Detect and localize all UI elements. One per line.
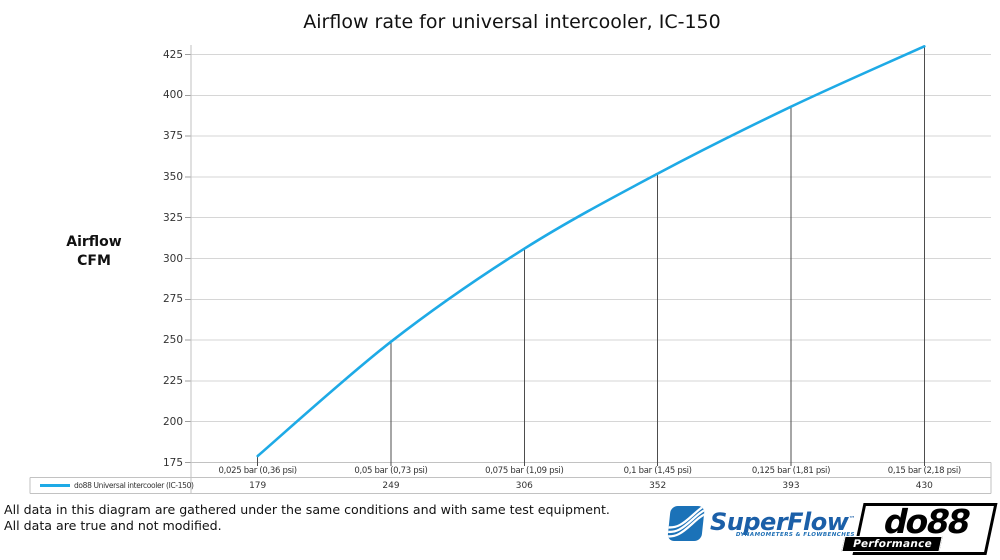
do88-wordmark: do88: [880, 502, 973, 541]
airflow-chart-plot: [29, 45, 992, 494]
series-value-cell: 430: [915, 481, 933, 491]
series-line-swatch: [40, 484, 70, 487]
series-value-cell: 393: [782, 481, 800, 491]
footer-line2: All data are true and not modified.: [4, 517, 222, 533]
y-tick-label: 200: [162, 415, 183, 428]
series-value-cell: 352: [649, 481, 667, 491]
superflow-wordmark-block: SuperFlow™ DYNAMOMETERS & FLOWBENCHES: [710, 506, 855, 538]
y-tick-label: 350: [162, 170, 183, 183]
y-tick-label: 300: [162, 252, 183, 265]
airflow-series-line: [256, 45, 926, 458]
x-category-label: 0,025 bar (0,36 psi): [218, 465, 298, 476]
x-category-label: 0,075 bar (1,09 psi): [485, 465, 564, 476]
series-value-cell: 306: [515, 481, 533, 491]
y-tick-label: 400: [162, 89, 183, 102]
legend-series-label: do88 Universal intercooler (IC-150): [74, 481, 194, 490]
y-tick-label: 325: [162, 211, 183, 224]
footer-disclaimer: All data in this diagram are gathered un…: [4, 502, 610, 533]
x-category-label: 0,05 bar (0,73 psi): [354, 465, 428, 476]
y-tick-label: 425: [162, 48, 183, 61]
y-axis-title-line1: Airflow: [66, 234, 122, 250]
y-tick-label: 225: [162, 374, 183, 387]
superflow-wordmark: SuperFlow™: [710, 508, 855, 536]
do88-tagline: Performance: [851, 538, 934, 550]
y-tick-label: 275: [162, 293, 183, 306]
chart-title: Airflow rate for universal intercooler, …: [303, 11, 721, 33]
footer-line1: All data in this diagram are gathered un…: [4, 502, 610, 517]
y-tick-label: 175: [162, 456, 183, 469]
y-axis-title-line2: CFM: [77, 253, 111, 269]
series-value-cell: 179: [249, 481, 267, 491]
superflow-tagline: DYNAMOMETERS & FLOWBENCHES: [735, 532, 855, 538]
series-value-cell: 249: [382, 481, 400, 491]
y-tick-label: 375: [162, 130, 183, 143]
trademark-symbol: ™: [848, 515, 855, 523]
y-tick-label: 250: [162, 334, 183, 347]
x-category-label: 0,125 bar (1,81 psi): [751, 465, 831, 476]
superflow-logo: SuperFlow™ DYNAMOMETERS & FLOWBENCHES: [667, 505, 855, 543]
x-category-label: 0,15 bar (2,18 psi): [887, 465, 961, 476]
x-category-label: 0,1 bar (1,45 psi): [623, 465, 692, 476]
legend-cell: do88 Universal intercooler (IC-150): [31, 478, 194, 493]
y-axis-title: Airflow CFM: [58, 233, 130, 271]
superflow-icon: [667, 506, 705, 541]
do88-performance-bar: Performance: [841, 536, 943, 552]
